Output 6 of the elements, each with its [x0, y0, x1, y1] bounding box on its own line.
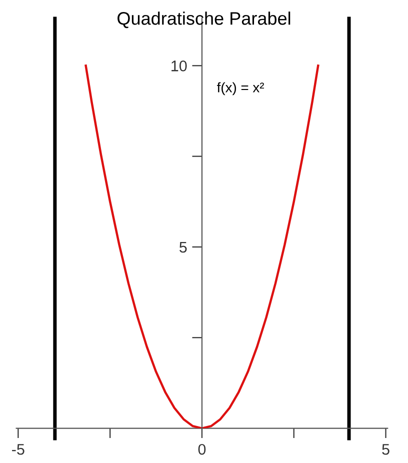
x-tick-label: 0 [198, 444, 206, 455]
annotation: f(x) = x² [217, 82, 264, 96]
x-tick-label: 5 [382, 444, 390, 455]
y-tick-label: 10 [172, 60, 187, 72]
x-tick-label: -5 [12, 444, 24, 455]
chart-title: Quadratische Parabel [118, 12, 290, 28]
